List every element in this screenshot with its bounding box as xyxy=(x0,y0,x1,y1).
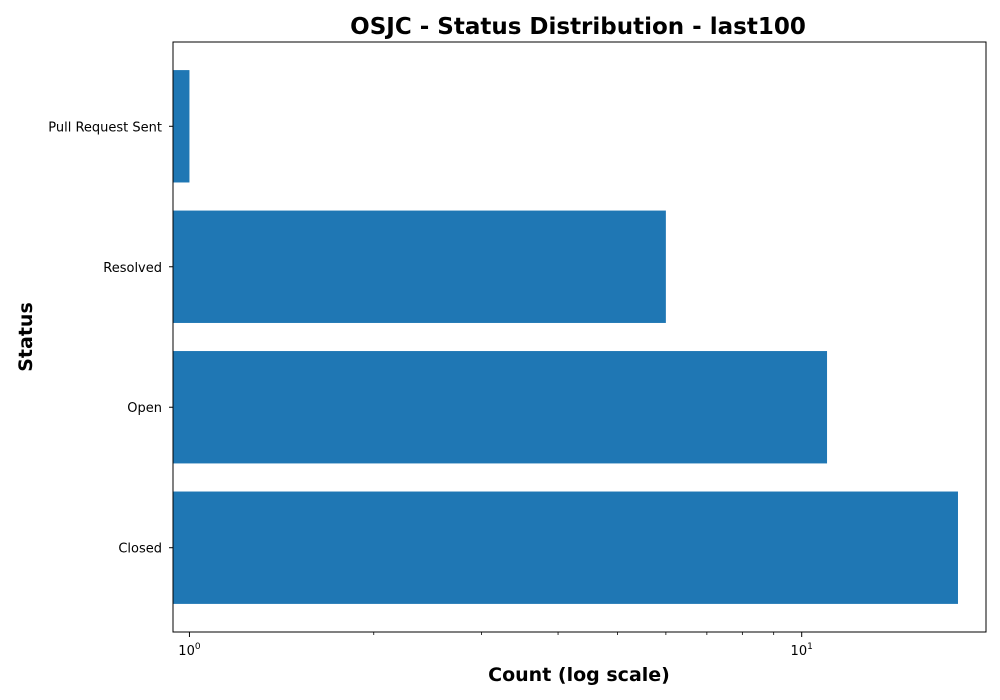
y-axis-ticks: Closed Open Resolved Pull Request Sent xyxy=(48,120,173,557)
x-axis-label: Count (log scale) xyxy=(488,664,670,686)
chart-title: OSJC - Status Distribution - last100 xyxy=(350,14,806,40)
bar-pull-request-sent xyxy=(173,70,190,183)
y-axis-label: Status xyxy=(15,302,37,372)
y-tick-label: Closed xyxy=(118,542,162,557)
bar-resolved xyxy=(173,210,666,323)
plot-frame xyxy=(172,41,987,633)
bar-open xyxy=(173,351,828,464)
x-axis-ticks: 100 101 xyxy=(178,632,813,659)
x-tick-label: 100 xyxy=(178,642,201,659)
bars-group xyxy=(173,70,958,604)
y-tick-label: Resolved xyxy=(103,261,162,276)
y-tick-label: Pull Request Sent xyxy=(48,120,162,135)
bar-closed xyxy=(173,491,958,604)
y-tick-label: Open xyxy=(127,401,162,416)
x-tick-label: 101 xyxy=(791,642,813,659)
